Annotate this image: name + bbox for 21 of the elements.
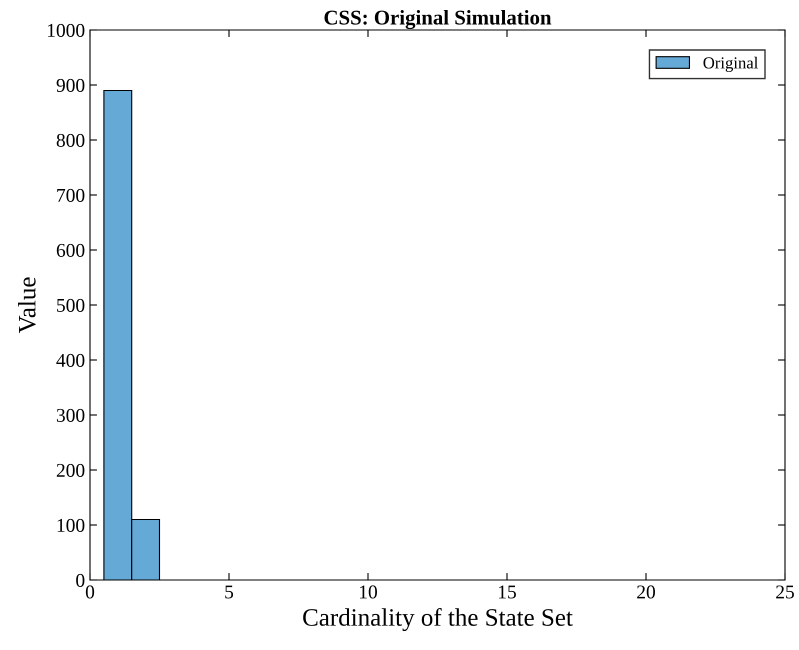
y-tick-label: 100 (58, 518, 84, 532)
x-tick-label: 5 (225, 586, 234, 599)
y-axis-title: Value (18, 277, 36, 334)
x-tick-label: 0 (86, 585, 94, 599)
y-tick-label: 900 (56, 78, 84, 92)
y-tick-label: 300 (56, 408, 84, 422)
x-tick-label: 10 (360, 585, 377, 599)
y-tick-label: 400 (56, 354, 84, 367)
y-tick-label: 600 (56, 244, 84, 257)
x-axis-title: Cardinality of the State Set (303, 608, 573, 632)
x-tick-label: 15 (498, 586, 516, 599)
legend-label: Original (703, 56, 758, 72)
y-tick-label: 700 (57, 188, 84, 202)
x-tick-label: 20 (637, 585, 655, 599)
y-tick-label: 0 (76, 574, 84, 587)
y-tick-label: 500 (57, 298, 84, 312)
chart-title: CSS: Original Simulation (324, 10, 552, 30)
y-tick-label: 1000 (48, 24, 84, 37)
y-tick-label: 200 (56, 464, 84, 477)
x-tick-label: 25 (776, 585, 794, 599)
y-tick-label: 800 (56, 134, 84, 147)
